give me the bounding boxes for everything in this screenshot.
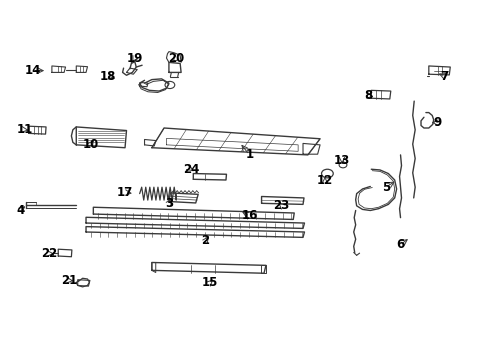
Text: 4: 4 [16, 204, 24, 217]
Text: 23: 23 [272, 199, 288, 212]
Text: 1: 1 [245, 148, 253, 161]
Text: 5: 5 [381, 181, 389, 194]
Text: 2: 2 [201, 234, 209, 247]
Text: 9: 9 [432, 116, 440, 129]
Text: 18: 18 [100, 69, 116, 82]
Text: 11: 11 [17, 123, 33, 136]
Text: 20: 20 [168, 51, 184, 64]
Text: 3: 3 [164, 197, 173, 210]
Text: 6: 6 [396, 238, 404, 251]
Text: 13: 13 [333, 154, 349, 167]
Text: 8: 8 [364, 89, 372, 102]
Text: 22: 22 [41, 247, 58, 260]
Text: 12: 12 [316, 174, 332, 186]
Text: 10: 10 [82, 138, 99, 150]
Text: 24: 24 [183, 163, 199, 176]
Text: 16: 16 [241, 210, 257, 222]
Text: 15: 15 [202, 276, 218, 289]
Text: 21: 21 [61, 274, 77, 287]
Text: 14: 14 [24, 64, 41, 77]
Text: 17: 17 [117, 186, 133, 199]
Text: 19: 19 [126, 51, 142, 64]
Text: 7: 7 [440, 69, 447, 82]
